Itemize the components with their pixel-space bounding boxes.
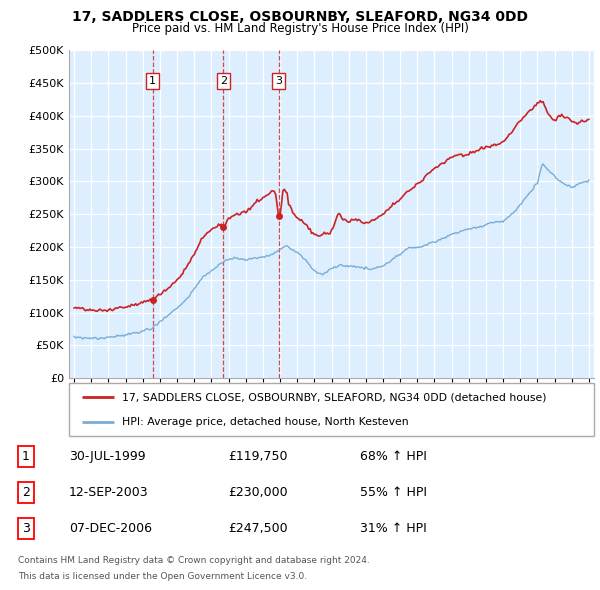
Text: 3: 3 xyxy=(275,76,283,86)
Text: £247,500: £247,500 xyxy=(228,523,287,536)
Text: £119,750: £119,750 xyxy=(228,450,287,463)
Text: HPI: Average price, detached house, North Kesteven: HPI: Average price, detached house, Nort… xyxy=(121,417,408,427)
Text: 17, SADDLERS CLOSE, OSBOURNBY, SLEAFORD, NG34 0DD (detached house): 17, SADDLERS CLOSE, OSBOURNBY, SLEAFORD,… xyxy=(121,392,546,402)
Text: 2: 2 xyxy=(22,486,30,500)
Text: Contains HM Land Registry data © Crown copyright and database right 2024.: Contains HM Land Registry data © Crown c… xyxy=(18,556,370,565)
Text: 30-JUL-1999: 30-JUL-1999 xyxy=(69,450,146,463)
Text: 3: 3 xyxy=(22,523,30,536)
Text: 1: 1 xyxy=(22,450,30,463)
Text: 17, SADDLERS CLOSE, OSBOURNBY, SLEAFORD, NG34 0DD: 17, SADDLERS CLOSE, OSBOURNBY, SLEAFORD,… xyxy=(72,10,528,24)
FancyBboxPatch shape xyxy=(69,383,594,436)
Text: This data is licensed under the Open Government Licence v3.0.: This data is licensed under the Open Gov… xyxy=(18,572,307,581)
Text: 07-DEC-2006: 07-DEC-2006 xyxy=(69,523,152,536)
Text: 1: 1 xyxy=(149,76,156,86)
Text: 31% ↑ HPI: 31% ↑ HPI xyxy=(360,523,427,536)
Text: 55% ↑ HPI: 55% ↑ HPI xyxy=(360,486,427,500)
Text: 2: 2 xyxy=(220,76,227,86)
Text: Price paid vs. HM Land Registry's House Price Index (HPI): Price paid vs. HM Land Registry's House … xyxy=(131,22,469,35)
Text: £230,000: £230,000 xyxy=(228,486,287,500)
Text: 68% ↑ HPI: 68% ↑ HPI xyxy=(360,450,427,463)
Text: 12-SEP-2003: 12-SEP-2003 xyxy=(69,486,149,500)
